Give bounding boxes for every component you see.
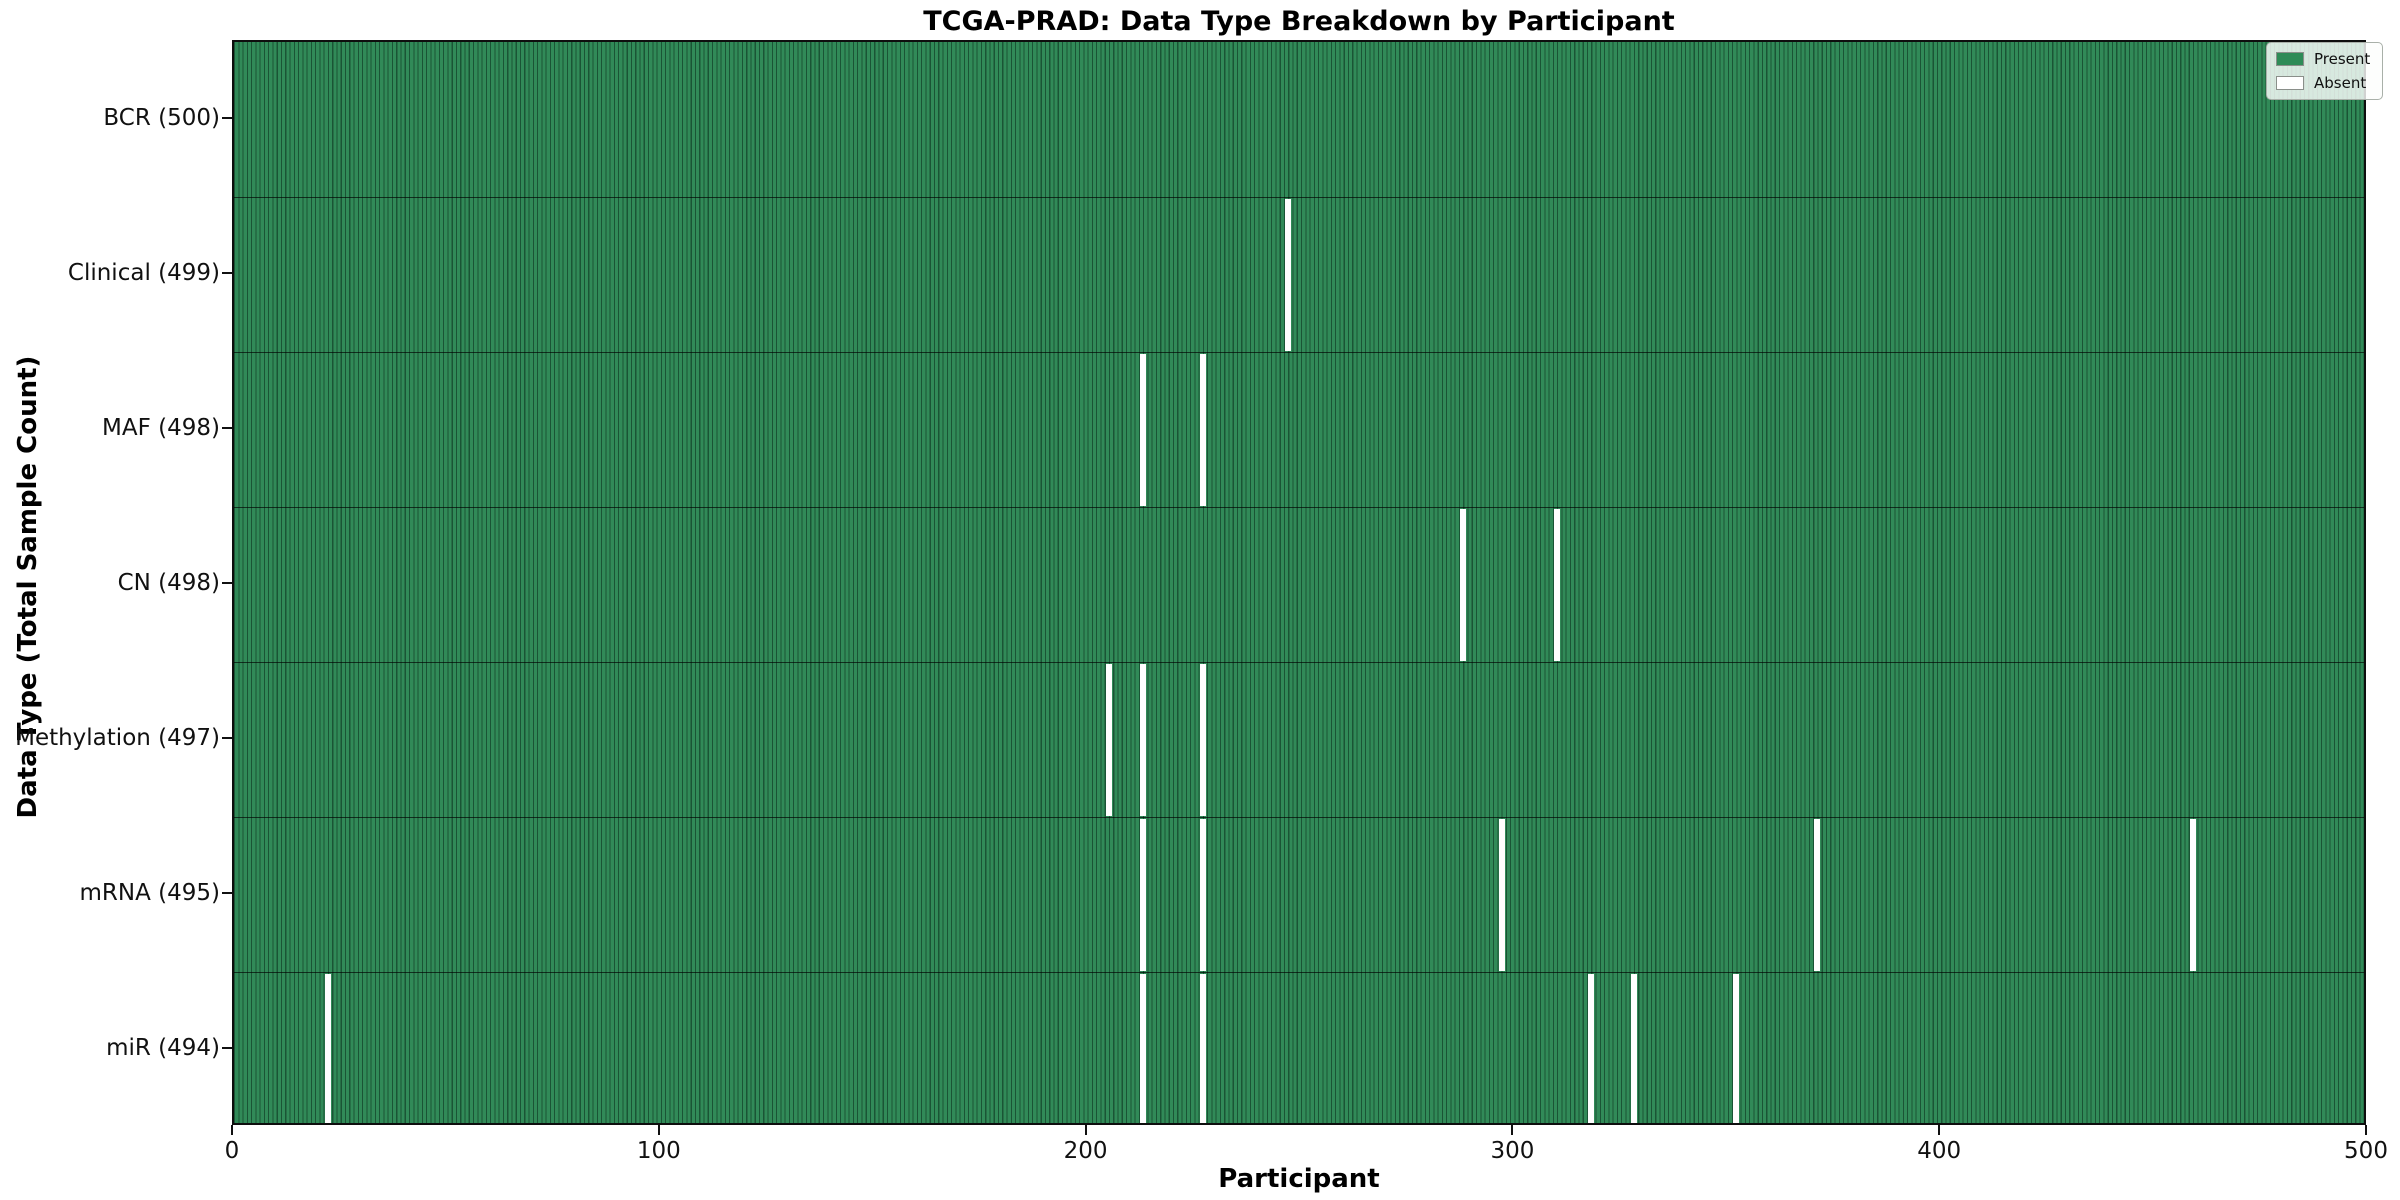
- row-band-methylation: [234, 662, 2364, 817]
- row-band-clinical: [234, 197, 2364, 352]
- row-band-maf: [234, 352, 2364, 507]
- absent-gap-cn-288: [1460, 509, 1467, 661]
- legend-label: Present: [2314, 50, 2371, 68]
- ytick-label-bcr: BCR (500): [103, 104, 220, 131]
- row-band-cn: [234, 507, 2364, 662]
- absent-gap-mrna-213: [1140, 819, 1147, 971]
- absent-gap-mir-227: [1199, 974, 1206, 1123]
- legend: Present Absent: [2266, 42, 2384, 100]
- ytick-label-cn: CN (498): [117, 569, 220, 596]
- chart-title: TCGA-PRAD: Data Type Breakdown by Partic…: [923, 6, 1675, 37]
- xtick-label-200: 200: [1063, 1138, 1108, 1164]
- xtick-label-500: 500: [2344, 1138, 2388, 1164]
- absent-gap-mir-22: [324, 974, 331, 1123]
- ytick-mark: [222, 271, 232, 274]
- absent-gap-clinical-247: [1285, 199, 1292, 351]
- ytick-label-mir: miR (494): [106, 1034, 220, 1061]
- ytick-mark: [222, 1046, 232, 1049]
- xtick-mark: [1511, 1125, 1514, 1135]
- row-band-mir: [234, 972, 2364, 1123]
- ytick-label-mrna: mRNA (495): [79, 879, 220, 906]
- absent-gap-mrna-227: [1199, 819, 1206, 971]
- ytick-mark: [222, 891, 232, 894]
- absent-gap-mir-318: [1588, 974, 1595, 1123]
- absent-gap-maf-213: [1140, 354, 1147, 506]
- legend-entry-absent: Absent: [2276, 74, 2370, 92]
- legend-swatch-absent: [2276, 76, 2304, 90]
- absent-gap-mrna-297: [1498, 819, 1505, 971]
- xtick-mark: [1084, 1125, 1087, 1135]
- xtick-label-400: 400: [1917, 1138, 1962, 1164]
- legend-label: Absent: [2314, 74, 2367, 92]
- xtick-label-0: 0: [224, 1138, 240, 1164]
- xtick-mark: [657, 1125, 660, 1135]
- ytick-label-methylation: Methylation (497): [15, 724, 220, 751]
- absent-gap-methylation-213: [1140, 664, 1147, 816]
- absent-gap-mir-328: [1630, 974, 1637, 1123]
- absent-gap-methylation-227: [1199, 664, 1206, 816]
- legend-swatch-present: [2276, 52, 2304, 66]
- xtick-label-100: 100: [636, 1138, 681, 1164]
- x-axis-label: Participant: [1218, 1164, 1380, 1194]
- ytick-label-clinical: Clinical (499): [67, 259, 220, 286]
- xtick-label-300: 300: [1490, 1138, 1535, 1164]
- xtick-mark: [1938, 1125, 1941, 1135]
- ytick-mark: [222, 581, 232, 584]
- absent-gap-mir-352: [1733, 974, 1740, 1123]
- ytick-mark: [222, 116, 232, 119]
- absent-gap-mir-213: [1140, 974, 1147, 1123]
- absent-gap-methylation-205: [1105, 664, 1112, 816]
- absent-gap-cn-310: [1554, 509, 1561, 661]
- absent-gap-mrna-371: [1814, 819, 1821, 971]
- legend-entry-present: Present: [2276, 50, 2370, 68]
- ytick-mark: [222, 736, 232, 739]
- plot-area: [232, 40, 2366, 1125]
- row-band-bcr: [234, 42, 2364, 197]
- row-band-mrna: [234, 817, 2364, 972]
- absent-gap-mrna-459: [2190, 819, 2196, 971]
- xtick-mark: [2365, 1125, 2367, 1135]
- ytick-label-maf: MAF (498): [102, 414, 220, 441]
- xtick-mark: [231, 1125, 233, 1135]
- ytick-mark: [222, 426, 232, 429]
- absent-gap-maf-227: [1199, 354, 1206, 506]
